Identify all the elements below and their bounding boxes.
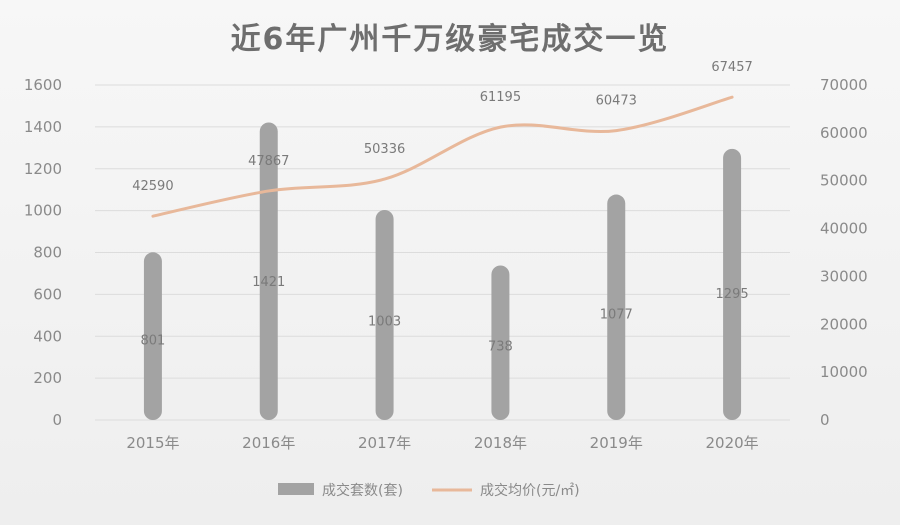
bar	[491, 265, 510, 420]
bar-data-label: 801	[141, 334, 166, 349]
line-data-label: 47867	[248, 154, 289, 169]
chart-title: 近6年广州千万级豪宅成交一览	[230, 22, 670, 57]
bar-data-label: 1295	[716, 287, 749, 302]
y-left-tick-label: 800	[33, 244, 62, 262]
y-left-tick-label: 1000	[24, 202, 62, 220]
bar	[375, 209, 394, 420]
bar	[723, 148, 742, 420]
y-left-tick-label: 400	[33, 327, 62, 345]
bar	[259, 122, 278, 421]
y-left-tick-label: 600	[33, 285, 62, 303]
y-left-tick-label: 1600	[24, 76, 62, 94]
x-tick-label: 2015年	[126, 434, 179, 452]
legend-bar-label: 成交套数(套)	[322, 482, 403, 499]
y-left-tick-label: 1200	[24, 160, 62, 178]
bar-data-label: 738	[488, 339, 513, 354]
x-tick-label: 2016年	[242, 434, 295, 452]
x-tick-label: 2017年	[358, 434, 411, 452]
x-tick-label: 2020年	[705, 434, 758, 452]
legend-line-label: 成交均价(元/㎡)	[480, 482, 580, 499]
bar-data-label: 1003	[368, 314, 401, 329]
line-data-label: 50336	[364, 142, 405, 157]
y-right-tick-label: 70000	[820, 76, 868, 94]
y-right-tick-label: 0	[820, 411, 830, 429]
price-line	[151, 95, 734, 218]
line-data-label: 67457	[711, 60, 752, 75]
y-left-tick-label: 1400	[24, 118, 62, 136]
line-data-label: 61195	[480, 90, 521, 105]
line-data-label: 42590	[132, 179, 173, 194]
y-right-tick-label: 20000	[820, 315, 868, 333]
y-right-tick-label: 10000	[820, 363, 868, 381]
y-right-tick-label: 30000	[820, 267, 868, 285]
y-right-tick-label: 60000	[820, 124, 868, 142]
legend-bar-swatch	[278, 483, 314, 495]
y-right-tick-label: 40000	[820, 220, 868, 238]
x-tick-label: 2019年	[590, 434, 643, 452]
bar-data-label: 1421	[252, 275, 285, 290]
y-left-tick-label: 200	[33, 369, 62, 387]
line-data-label: 60473	[596, 94, 637, 109]
bar-data-label: 1077	[600, 308, 633, 323]
y-right-tick-label: 50000	[820, 172, 868, 190]
bar	[143, 252, 162, 420]
x-tick-label: 2018年	[474, 434, 527, 452]
bar	[607, 194, 626, 420]
y-left-tick-label: 0	[52, 411, 62, 429]
